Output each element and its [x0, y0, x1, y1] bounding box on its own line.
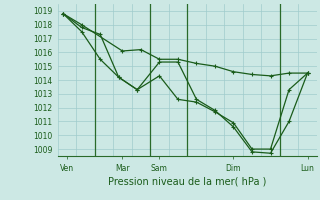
X-axis label: Pression niveau de la mer( hPa ): Pression niveau de la mer( hPa )	[108, 177, 266, 187]
